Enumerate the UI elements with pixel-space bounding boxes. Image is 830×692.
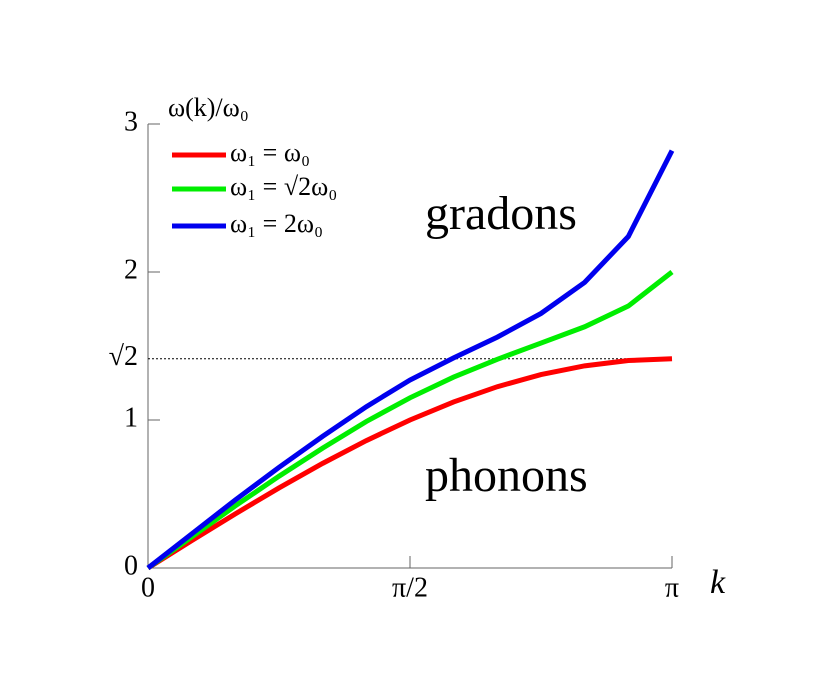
y-tick-label: 3: [124, 106, 138, 137]
y-tick-label: 0: [124, 550, 138, 581]
y-tick-label: 2: [124, 254, 138, 285]
annotation: phonons: [425, 449, 588, 502]
annotation: gradons: [425, 187, 577, 240]
line-series: [146, 270, 674, 571]
y-tick-label: 1: [124, 402, 138, 433]
x-tick-label: 0: [141, 572, 155, 603]
x-tick-label: π: [665, 572, 679, 603]
legend-label: ω₁ = √2ω₀: [230, 172, 337, 201]
y-tick-label: √2: [109, 341, 138, 372]
legend-label: ω₁ = ω₀: [230, 138, 310, 167]
x-tick-label: π/2: [392, 572, 428, 603]
x-axis-label: k: [710, 564, 726, 601]
y-axis-label: ω(k)/ω₀: [168, 93, 249, 122]
line-series: [146, 356, 673, 571]
legend-label: ω₁ = 2ω₀: [230, 209, 323, 238]
line-series: [146, 149, 675, 570]
